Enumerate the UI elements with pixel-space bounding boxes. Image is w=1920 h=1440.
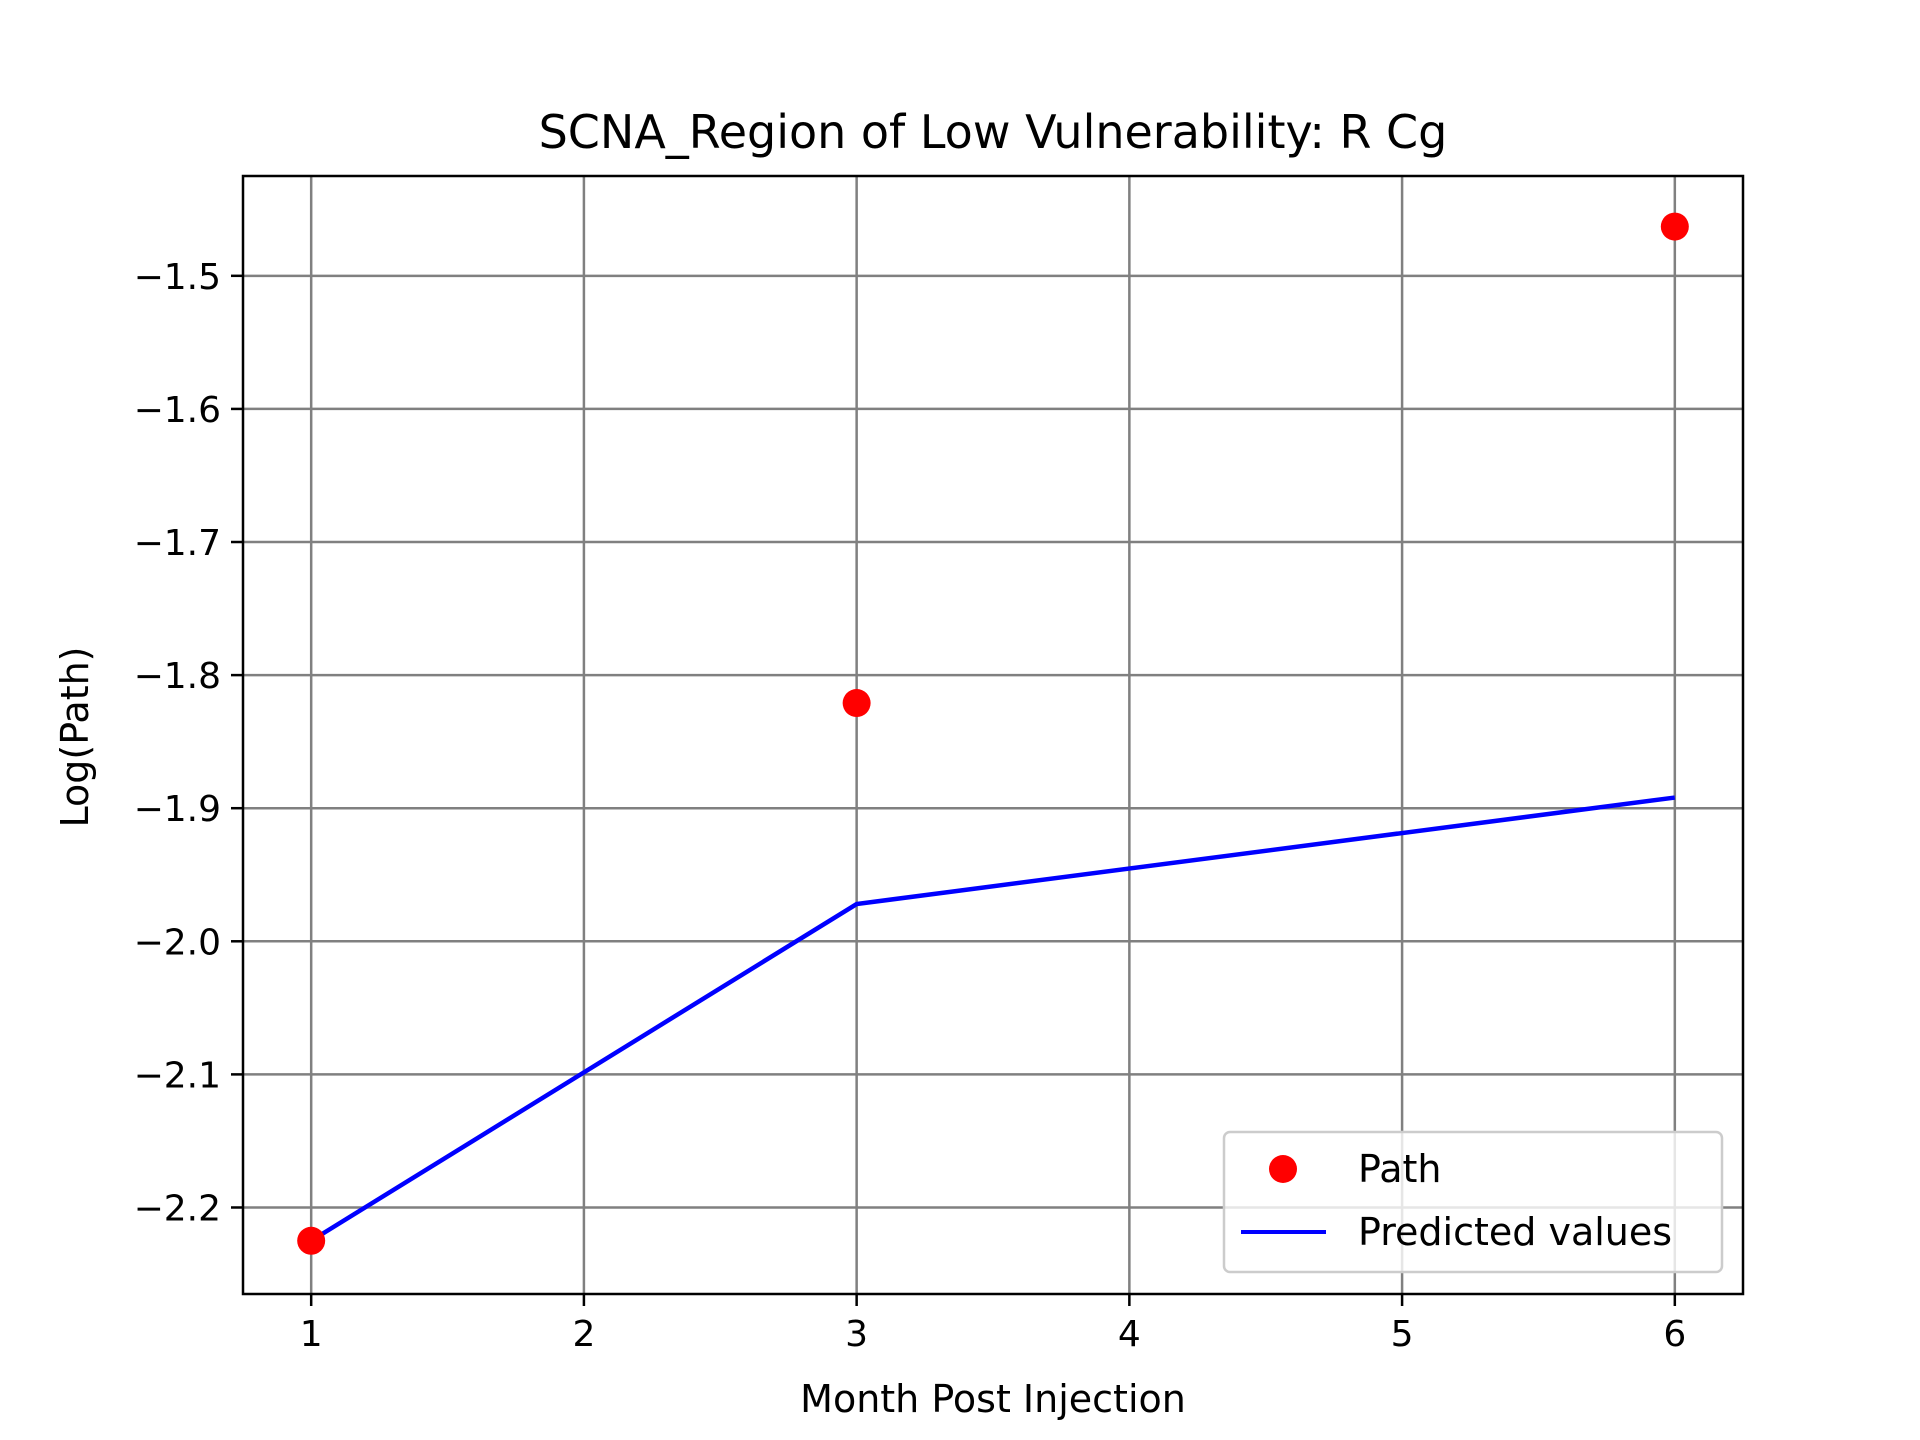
y-tick-label: −2.0: [134, 922, 221, 963]
x-tick-label: 5: [1391, 1314, 1414, 1355]
y-tick-label: −1.8: [134, 656, 221, 697]
legend-box: [1222, 1130, 1724, 1274]
x-tick-label: 2: [572, 1314, 595, 1355]
y-tick-label: −1.5: [134, 257, 221, 298]
plot-marks: [297, 212, 1689, 1255]
y-axis-label: Log(Path): [53, 646, 97, 827]
grid: [243, 176, 1743, 1294]
chart-title: SCNA_Region of Low Vulnerability: R Cg: [539, 105, 1448, 159]
x-tick-label: 4: [1118, 1314, 1141, 1355]
y-tick-label: −1.7: [134, 523, 221, 564]
x-axis-label: Month Post Injection: [800, 1377, 1186, 1421]
legend: Path Predicted values: [1222, 1130, 1724, 1274]
x-tick-label: 6: [1663, 1314, 1686, 1355]
y-tick-label: −1.6: [134, 390, 221, 431]
y-tick-label: −2.2: [134, 1188, 221, 1229]
path-point: [842, 689, 871, 718]
x-tick-label: 1: [300, 1314, 323, 1355]
legend-label-predicted: Predicted values: [1358, 1210, 1672, 1254]
ticks: 1 2 3 4 5 6 −2.2 −2.1 −2.0 −1.9 −1.8 −1.7 −1.6 −1.5: [134, 257, 1687, 1355]
plot-frame: [241, 174, 1745, 1296]
x-tick-label: 3: [845, 1314, 868, 1355]
path-point: [1660, 212, 1689, 241]
y-tick-label: −1.9: [134, 789, 221, 830]
legend-marker-path: [1269, 1155, 1297, 1183]
predicted-values-line: [309, 795, 1676, 1243]
legend-label-path: Path: [1358, 1147, 1441, 1191]
y-tick-label: −2.1: [134, 1055, 221, 1096]
path-point: [297, 1226, 326, 1255]
